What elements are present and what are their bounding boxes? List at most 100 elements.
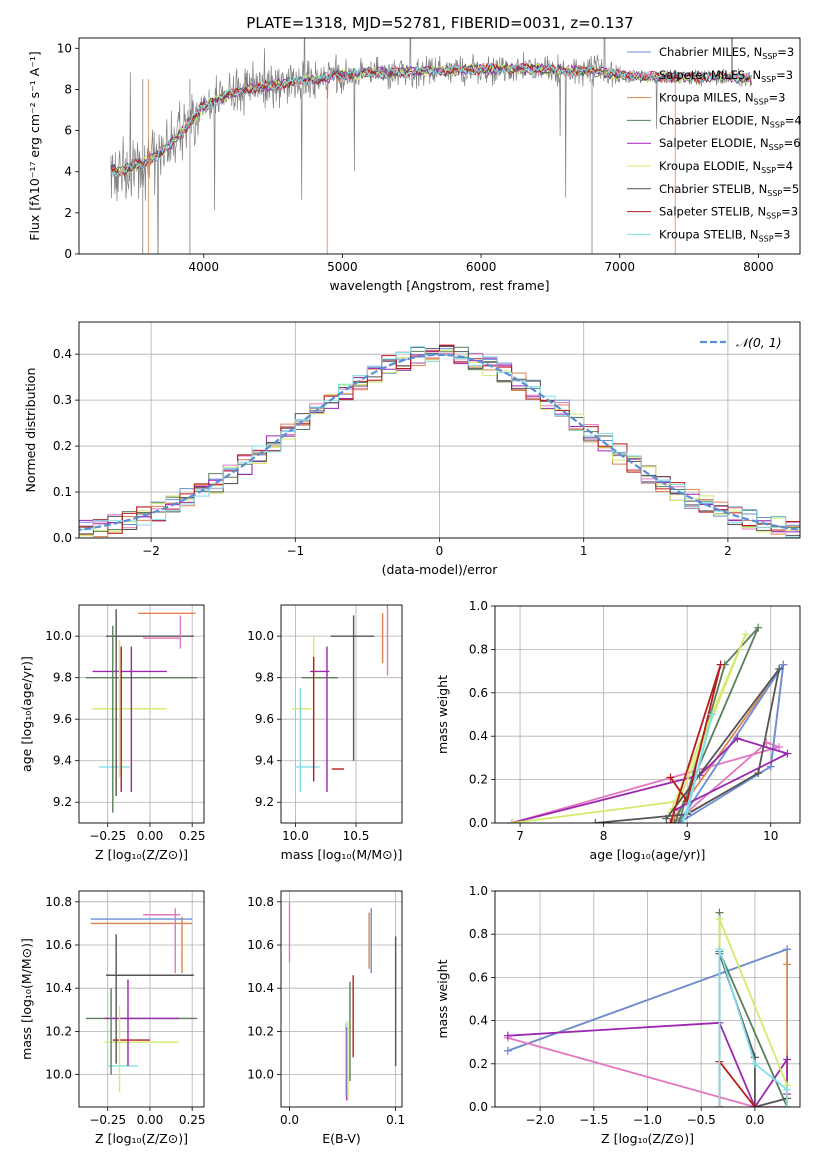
legend-suffix: =5: [782, 182, 799, 196]
panel-massweight-vs-Z: −2.0 −1.5 −1.0 −0.5 0.0 0.0 0.2 0.4 0.6 0.8 1.0 Z […: [435, 884, 801, 1146]
y-axis-label: mass [log₁₀(M/M⊙)]: [19, 938, 34, 1060]
y-tick-label: 9.4: [53, 754, 72, 768]
y-tick-label: 0: [64, 247, 72, 261]
y-tick-label: 0.8: [469, 642, 488, 656]
x-tick-label: 0: [436, 544, 444, 558]
x-tick-label: 10: [763, 829, 778, 843]
legend-subscript: SSP: [761, 75, 776, 84]
legend-entry: Kroupa ELODIE, NSSP=4: [659, 159, 793, 175]
x-tick-label: 8000: [743, 260, 774, 274]
plot-area-mass-vs-Z: [85, 908, 198, 1092]
y-tick-label: 0.6: [469, 686, 488, 700]
series-line: [511, 633, 747, 823]
legend-entry: Chabrier ELODIE, NSSP=4: [659, 113, 802, 129]
axes-frame: [78, 37, 801, 255]
legend-subscript: SSP: [762, 52, 777, 61]
x-tick-label: 7: [516, 829, 524, 843]
axes-frame: [280, 890, 403, 1108]
y-tick-label: 10.6: [247, 938, 274, 952]
x-tick-label: 2: [724, 544, 732, 558]
plot-area-massweight-vs-age: [507, 623, 792, 823]
legend-entry: Kroupa STELIB, NSSP=3: [659, 227, 790, 243]
panel-massweight-vs-age: 7 8 9 10 0.0 0.2 0.4 0.6 0.8 1.0 age [log₁₀(age/yr…: [435, 599, 801, 862]
x-tick-label: 10.0: [282, 829, 309, 843]
plot-area-massweight-vs-Z: [503, 908, 792, 1107]
legend-entry: Chabrier MILES, NSSP=3: [659, 45, 794, 61]
series-line: [669, 664, 722, 823]
x-tick-label: −2.0: [526, 1113, 555, 1127]
x-tick-label: −1: [286, 544, 304, 558]
panel-residuals: −2 −1 0 1 2 0.0 0.1 0.2 0.3 0.4 (data-model)/error…: [23, 321, 801, 577]
y-tick-label: 10.8: [247, 895, 274, 909]
x-tick-label: 0.1: [386, 1113, 405, 1127]
y-axis-label: Normed distribution: [23, 368, 38, 493]
x-tick-label: 8: [600, 829, 608, 843]
x-tick-label: 10.5: [343, 829, 370, 843]
legend-entry: 𝒩(0, 1): [736, 335, 782, 350]
panel-age-vs-mass: 10.0 10.5 9.2 9.4 9.6 9.8 10.0 mass [log₁₀(M/M⊙…: [247, 604, 403, 862]
y-axis-label: mass weight: [435, 675, 450, 754]
legend-suffix: =3: [769, 91, 786, 105]
legend-subscript: SSP: [754, 98, 769, 107]
legend-suffix: =4: [785, 113, 802, 127]
legend-entry: Salpeter ELODIE, NSSP=6: [659, 136, 801, 152]
plot-area-residuals: [79, 344, 800, 538]
y-tick-label: 1.0: [469, 599, 488, 613]
y-tick-label: 0.4: [469, 1014, 488, 1028]
x-tick-label: 0.25: [179, 829, 206, 843]
y-tick-label: 10.0: [45, 629, 72, 643]
x-axis-label: Z [log₁₀(Z/Z⊙)]: [601, 1131, 694, 1146]
x-tick-label: −0.5: [687, 1113, 716, 1127]
x-axis-label: age [log₁₀(age/yr)]: [590, 847, 706, 862]
y-tick-label: 10.0: [247, 1068, 274, 1082]
series-line: [718, 918, 788, 1107]
histogram-step: [79, 346, 800, 538]
y-tick-label: 10: [57, 41, 72, 55]
legend-suffix: =3: [774, 227, 791, 241]
y-tick-label: 0.2: [469, 1057, 488, 1071]
observed-spectrum-line: [110, 38, 752, 254]
axes-frame: [78, 890, 205, 1108]
spectrum-legend: Chabrier MILES, NSSP=3 Salpeter MILES, NS…: [627, 45, 802, 243]
legend-suffix: =3: [777, 45, 794, 59]
axes-frame: [78, 321, 801, 539]
y-tick-label: 10.4: [45, 981, 72, 995]
x-tick-label: 0.0: [280, 1113, 299, 1127]
panel-spectrum: 4000 5000 6000 7000 8000 0 2 4 6 8 10 wavelength [A…: [27, 37, 802, 293]
y-tick-label: 0.2: [469, 773, 488, 787]
legend-suffix: =4: [776, 159, 793, 173]
y-tick-label: 1.0: [469, 884, 488, 898]
legend-subscript: SSP: [769, 143, 784, 152]
y-tick-label: 10.2: [247, 1024, 274, 1038]
series-line: [511, 741, 783, 823]
x-axis-label: Z [log₁₀(Z/Z⊙)]: [95, 1131, 188, 1146]
y-tick-label: 0.4: [469, 729, 488, 743]
x-tick-label: 5000: [327, 260, 358, 274]
model-spectrum-line: [110, 63, 752, 177]
x-tick-label: 0.25: [179, 1113, 206, 1127]
legend-suffix: =3: [781, 205, 798, 219]
x-axis-label: (data-model)/error: [382, 562, 499, 577]
panel-age-vs-Z: −0.25 0.00 0.25 9.2 9.4 9.6 9.8 10.0 Z [log₁₀(Z/…: [19, 604, 206, 862]
axes-frame: [494, 890, 801, 1108]
y-tick-label: 0.4: [53, 347, 72, 361]
legend-subscript: SSP: [767, 189, 782, 198]
legend-entry: Salpeter STELIB, NSSP=3: [659, 205, 798, 221]
axes-frame: [78, 604, 205, 824]
x-axis-label: wavelength [Angstrom, rest frame]: [329, 278, 549, 293]
y-axis-label: Flux [fλ10⁻¹⁷ erg cm⁻² s⁻¹ A⁻¹]: [27, 51, 42, 240]
y-tick-label: 10.2: [45, 1024, 72, 1038]
x-tick-label: 4000: [189, 260, 220, 274]
y-tick-label: 0.2: [53, 439, 72, 453]
y-tick-label: 0.8: [469, 927, 488, 941]
y-tick-label: 0.3: [53, 393, 72, 407]
model-spectrum-line: [110, 61, 752, 175]
series-line: [507, 948, 788, 1052]
legend-suffix: =6: [784, 136, 801, 150]
y-axis-label: mass weight: [435, 959, 450, 1038]
y-axis-label: age [log₁₀(age/yr)]: [19, 656, 34, 772]
figure-title: PLATE=1318, MJD=52781, FIBERID=0031, z=0…: [246, 14, 633, 32]
y-tick-label: 9.6: [255, 712, 274, 726]
panel-mass-vs-Z: −0.25 0.00 0.25 10.0 10.2 10.4 10.6 10.8 Z [log₁…: [19, 890, 206, 1146]
